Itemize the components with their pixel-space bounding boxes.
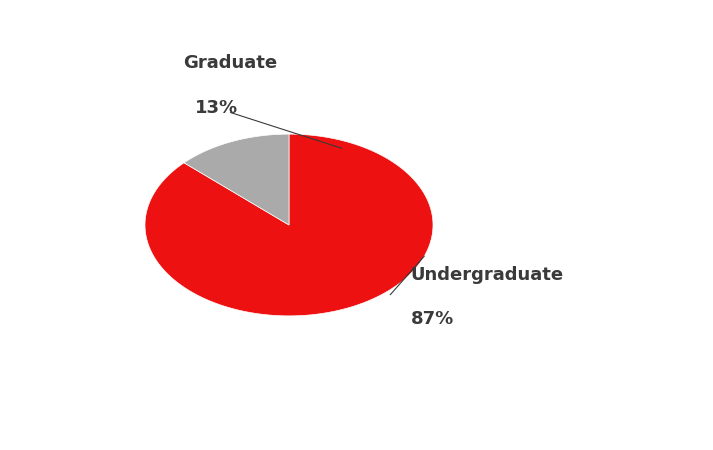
Polygon shape xyxy=(184,134,289,225)
Text: 87%: 87% xyxy=(411,310,453,328)
Text: Graduate: Graduate xyxy=(183,54,277,72)
Polygon shape xyxy=(145,134,433,316)
Text: 13%: 13% xyxy=(195,99,237,117)
Text: Undergraduate: Undergraduate xyxy=(411,266,563,284)
